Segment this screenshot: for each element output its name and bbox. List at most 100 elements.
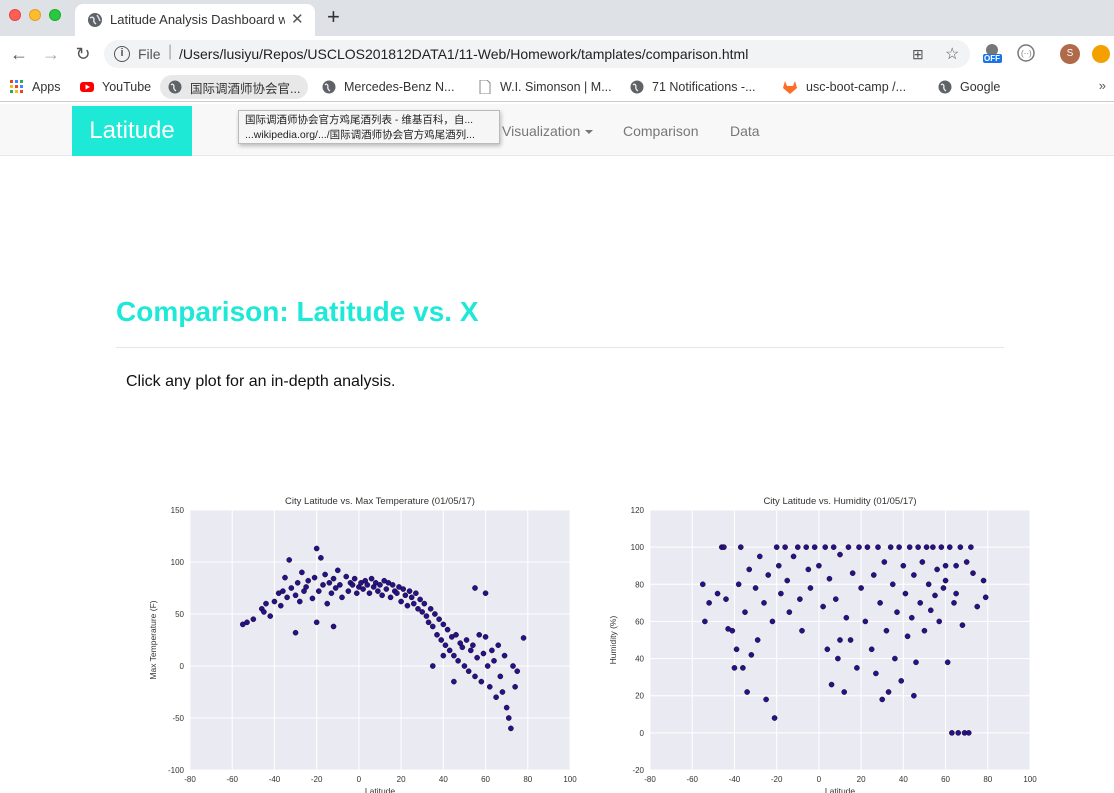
scatter-point bbox=[799, 627, 805, 634]
scatter-point bbox=[394, 590, 400, 596]
tooltip-url: ...wikipedia.org/.../国际调酒师协会官方鸡尾酒列... bbox=[245, 129, 475, 141]
scatter-point bbox=[292, 629, 299, 636]
scatter-point bbox=[387, 594, 394, 601]
tab-title: Latitude Analysis Dashboard w bbox=[110, 12, 285, 27]
x-axis-label: Latitude bbox=[365, 786, 396, 793]
scatter-point bbox=[296, 598, 303, 605]
scatter-point bbox=[330, 623, 337, 630]
bookmarks-overflow-button[interactable]: » bbox=[1098, 78, 1106, 93]
scatter-point bbox=[349, 582, 356, 588]
scatter-point bbox=[974, 603, 981, 610]
bookmark-youtube[interactable]: YouTube bbox=[80, 78, 151, 96]
caret-down-icon bbox=[585, 130, 594, 135]
scatter-point bbox=[419, 609, 426, 615]
scatter-point bbox=[510, 663, 516, 669]
extension-off-icon[interactable]: OFF bbox=[981, 42, 1003, 64]
back-button[interactable]: ← bbox=[10, 44, 28, 64]
scatter-point bbox=[868, 646, 875, 653]
scatter-point bbox=[864, 544, 871, 550]
apps-grid-icon bbox=[10, 80, 23, 93]
y-tick-label: 100 bbox=[631, 543, 645, 552]
scatter-point bbox=[887, 544, 894, 550]
scatter-point bbox=[737, 544, 744, 550]
y-tick-label: 20 bbox=[635, 692, 644, 701]
scatter-point bbox=[520, 635, 527, 641]
scatter-point bbox=[892, 655, 898, 662]
gitlab-icon bbox=[783, 81, 797, 94]
new-tab-button[interactable]: + bbox=[327, 4, 340, 29]
globe-icon bbox=[322, 80, 336, 94]
scatter-point bbox=[440, 652, 447, 659]
scatter-point bbox=[761, 600, 767, 606]
y-tick-label: 100 bbox=[171, 558, 185, 567]
scatter-point bbox=[965, 730, 972, 736]
minimize-window-button[interactable] bbox=[29, 9, 41, 21]
scatter-point bbox=[915, 544, 921, 550]
scatter-point bbox=[740, 665, 746, 671]
temperature-scatter-plot[interactable]: -80 -60 -40 -20 0 20 40 60 80 100 -100 -50 0 50 100 150… bbox=[130, 490, 590, 793]
scatter-point bbox=[467, 647, 474, 654]
scatter-point bbox=[927, 607, 934, 614]
close-window-button[interactable] bbox=[9, 9, 21, 21]
scatter-point bbox=[250, 616, 257, 622]
scatter-point bbox=[313, 545, 320, 552]
scatter-point bbox=[782, 544, 788, 550]
scatter-point bbox=[930, 544, 936, 550]
scatter-point bbox=[434, 631, 440, 638]
site-navbar: Latitude Visualization Comparison Data bbox=[0, 104, 1114, 156]
extension-code-icon[interactable]: (··) bbox=[1015, 42, 1037, 64]
scatter-point bbox=[906, 544, 913, 550]
browser-tab-active[interactable]: Latitude Analysis Dashboard w ✕ bbox=[75, 4, 315, 36]
forward-button[interactable]: → bbox=[42, 44, 60, 64]
bookmark-mercedes[interactable]: Mercedes-Benz N... bbox=[322, 78, 454, 96]
close-tab-icon[interactable]: ✕ bbox=[291, 11, 304, 28]
bookmark-notifications[interactable]: 71 Notifications -... bbox=[630, 78, 756, 96]
url-text[interactable]: /Users/lusiyu/Repos/USCLOS201812DATA1/11… bbox=[179, 46, 749, 62]
scatter-point bbox=[951, 600, 957, 606]
bookmark-simonson[interactable]: W.I. Simonson | M... bbox=[478, 78, 612, 96]
brand-logo[interactable]: Latitude bbox=[72, 106, 192, 156]
x-tick-label: 60 bbox=[941, 775, 950, 784]
humidity-scatter-plot[interactable]: -80 -60 -40 -20 0 20 40 60 80 100 -20 0 20 40 60 80 100 1… bbox=[590, 490, 1050, 793]
globe-icon bbox=[168, 80, 182, 94]
scatter-point bbox=[474, 654, 480, 661]
bookmark-apps[interactable]: Apps bbox=[10, 78, 61, 96]
nav-visualization-dropdown[interactable]: Visualization bbox=[502, 123, 594, 139]
bookmark-star-icon[interactable]: ☆ bbox=[945, 46, 960, 63]
scatter-point bbox=[756, 553, 763, 560]
bookmark-google[interactable]: Google bbox=[938, 78, 1000, 96]
bookmark-label: Google bbox=[960, 80, 1001, 94]
profile-avatar[interactable]: S bbox=[1060, 44, 1080, 64]
scatter-point bbox=[360, 586, 366, 592]
scatter-point bbox=[731, 665, 738, 671]
scatter-point bbox=[706, 600, 712, 606]
scatter-point bbox=[351, 575, 358, 582]
scatter-point bbox=[463, 637, 470, 643]
extension-orange-icon[interactable] bbox=[1092, 45, 1110, 63]
maximize-window-button[interactable] bbox=[49, 9, 61, 21]
nav-data[interactable]: Data bbox=[730, 123, 760, 139]
nav-comparison[interactable]: Comparison bbox=[623, 123, 699, 139]
nav-link-label: Visualization bbox=[502, 123, 581, 139]
reload-button[interactable]: ↻ bbox=[75, 44, 91, 64]
divider bbox=[116, 347, 1004, 348]
scatter-point bbox=[489, 647, 495, 654]
translate-icon[interactable]: ⊞ bbox=[912, 46, 924, 62]
bookmark-gitlab[interactable]: usc-boot-camp /... bbox=[782, 78, 906, 96]
scatter-point bbox=[495, 642, 502, 648]
bookmark-bartender[interactable]: 国际调酒师协会官... bbox=[160, 75, 309, 99]
scatter-point bbox=[491, 657, 497, 664]
y-tick-label: 0 bbox=[180, 662, 185, 671]
url-separator: | bbox=[168, 43, 173, 60]
x-tick-label: -20 bbox=[311, 775, 323, 784]
scatter-point bbox=[472, 585, 478, 591]
scatter-point bbox=[451, 652, 457, 659]
scatter-point bbox=[932, 592, 938, 599]
scatter-point bbox=[908, 614, 915, 621]
scatter-point bbox=[320, 582, 326, 588]
scatter-point bbox=[744, 689, 750, 695]
address-bar[interactable]: i File | /Users/lusiyu/Repos/USCLOS20181… bbox=[104, 40, 970, 68]
info-icon[interactable]: i bbox=[114, 46, 130, 62]
y-axis-label: Max Temperature (F) bbox=[148, 600, 158, 679]
scatter-point bbox=[480, 650, 487, 657]
